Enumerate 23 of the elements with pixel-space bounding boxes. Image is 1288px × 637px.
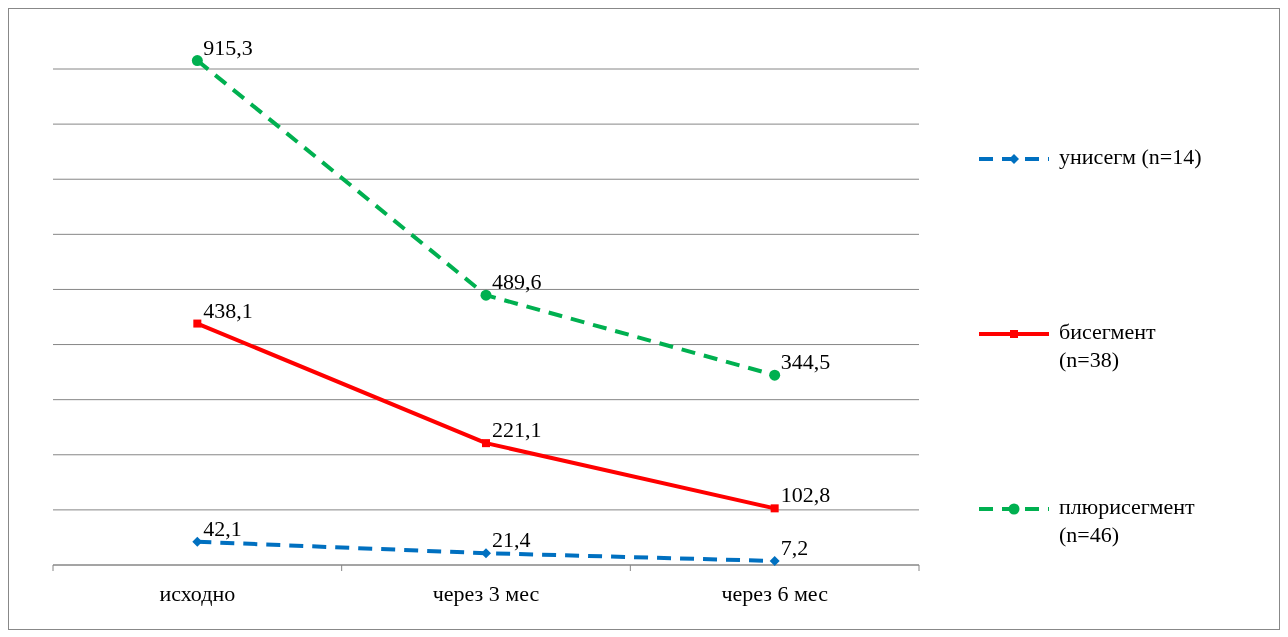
data-label: 221,1	[492, 417, 542, 443]
data-label: 7,2	[780, 535, 809, 561]
point	[193, 319, 202, 328]
point	[482, 439, 490, 448]
x-tick-label: исходно	[159, 581, 236, 606]
data-label: 489,6	[492, 269, 542, 295]
data-label: 102,8	[780, 482, 831, 508]
data-label: 21,4	[492, 527, 531, 553]
x-tick-label: через 6 мес	[721, 581, 829, 606]
point	[191, 55, 203, 67]
data-label: 915,3	[203, 34, 253, 60]
point	[769, 369, 781, 381]
legend-label: плюрисегмент (n=46)	[1059, 494, 1195, 548]
data-label: 344,5	[780, 349, 831, 375]
point	[769, 556, 780, 567]
data-label: 438,1	[203, 297, 253, 323]
point	[481, 548, 491, 559]
legend-label: унисегм (n=14)	[1059, 144, 1202, 170]
point	[770, 504, 779, 513]
data-label: 42,1	[203, 515, 242, 541]
legend-label: бисегмент (n=38)	[1059, 319, 1156, 373]
x-tick-label: через 3 мес	[432, 581, 540, 606]
point	[480, 289, 492, 301]
